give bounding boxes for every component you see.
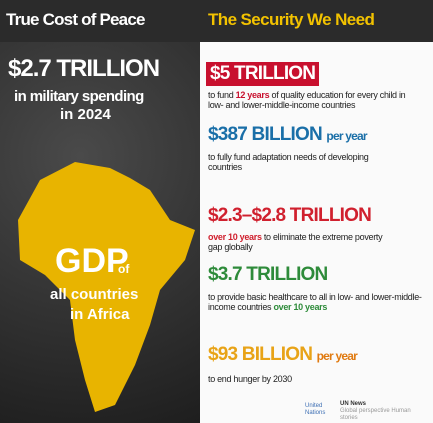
africa-map [18,162,195,412]
brand: UN News [340,401,367,407]
right-title: The Security We Need [208,10,375,29]
text: to provide basic healthcare to all in lo… [208,292,422,312]
unit: per year [316,349,358,363]
item-desc: to fully fund adaptation needs of develo… [208,152,369,172]
item-desc: to provide basic healthcare to all in lo… [208,292,423,312]
unit: per year [326,129,367,143]
item-amount: $93 BILLION per year [208,344,358,366]
text: to fund [208,90,234,100]
item-desc: over 10 years to eliminate the extreme p… [208,232,388,252]
amount: $93 BILLION [208,344,313,365]
text: to eliminate the extreme poverty gap glo… [208,232,383,252]
un-logo: United Nations [305,403,326,416]
item-amount: $3.7 TRILLION [208,264,328,285]
gdp-countries: all countries [50,286,139,303]
amount: $387 BILLION [208,124,323,145]
military-amount: $2.7 TRILLION [8,55,160,82]
highlight: over 10 years [273,302,328,312]
gdp-region: in Africa [70,306,130,323]
highlight: over 10 years [208,232,262,242]
tagline: Global perspective Human stories [340,408,411,421]
left-title: True Cost of Peace [6,10,145,29]
header-bar [0,0,433,42]
un-news: UN News Global perspective Human stories [340,401,420,422]
item-desc: to fund 12 years of quality education fo… [208,90,408,110]
highlight: 12 years [235,90,270,100]
item-amount: $2.3–$2.8 TRILLION [208,205,372,226]
military-year: in 2024 [60,106,111,123]
gdp-of: of [118,262,130,276]
item-amount: $387 BILLION per year [208,124,368,146]
item-amount: $5 TRILLION [206,62,320,86]
military-line: in military spending [14,88,144,105]
item-desc: to end hunger by 2030 [208,374,292,384]
text: of quality education for every child in … [208,90,406,110]
gdp-label: GDP [55,242,129,280]
